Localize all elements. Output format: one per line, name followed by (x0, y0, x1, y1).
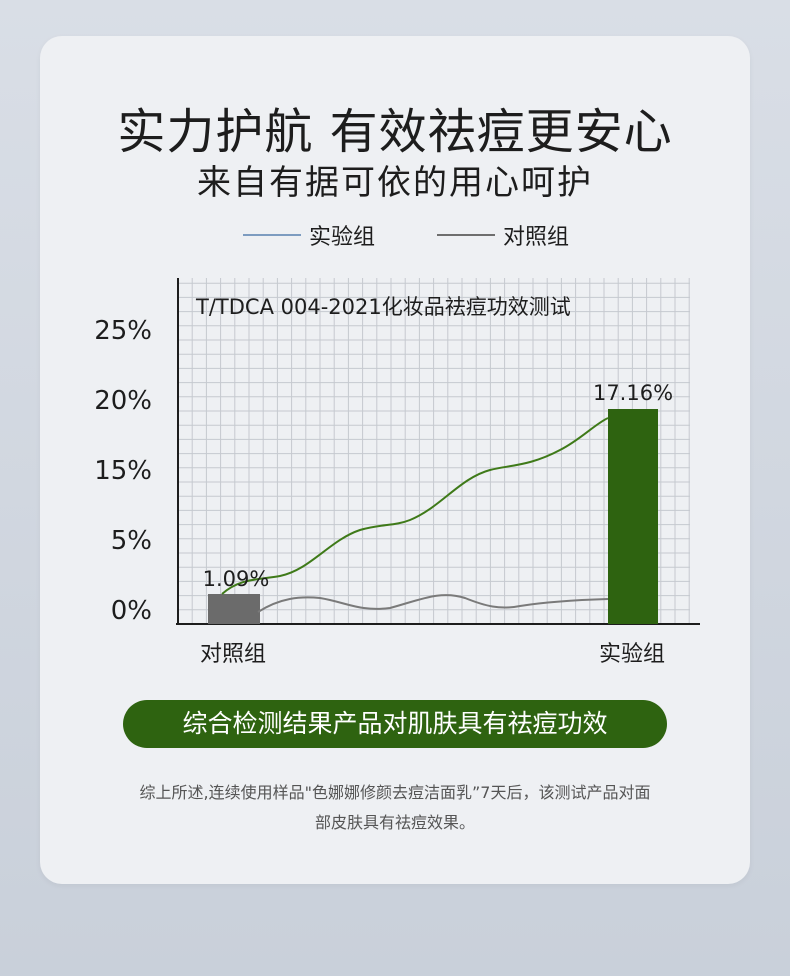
chart-legend: 实验组 对照组 (0, 220, 790, 250)
y-tick-label: 5% (111, 526, 152, 556)
legend-line-control (437, 234, 495, 236)
legend-item-experiment: 实验组 (243, 220, 375, 250)
y-tick-label: 20% (94, 386, 152, 416)
bar-value-label-control: 1.09% (203, 567, 270, 591)
y-tick-label: 15% (94, 456, 152, 486)
legend-label-control: 对照组 (503, 225, 570, 250)
page-title: 实力护航 有效祛痘更安心 (117, 104, 673, 160)
bar-value-label-experiment: 17.16% (593, 381, 673, 405)
bar-experiment (608, 409, 658, 624)
control-trend-curve (257, 594, 609, 613)
x-category-label-control: 对照组 (200, 642, 266, 667)
summary-note-line-2: 部皮肤具有祛痘效果。 (314, 813, 475, 832)
summary-note: 综上所述,连续使用样品"色娜娜修颜去痘洁面乳”7天后，该测试产品对面 部皮肤具有… (80, 778, 710, 838)
page-subtitle: 来自有据可依的用心呵护 (197, 163, 593, 203)
legend-item-control: 对照组 (437, 220, 569, 250)
legend-line-experiment (243, 234, 301, 236)
y-tick-label: 0% (111, 596, 152, 626)
x-category-label-experiment: 实验组 (599, 642, 665, 667)
bar-control (208, 594, 260, 624)
experiment-trend-curve (221, 417, 609, 595)
chart-inner-title: T/TDCA 004-2021化妆品祛痘功效测试 (195, 295, 571, 319)
y-tick-label: 25% (94, 316, 152, 346)
summary-note-line-1: 综上所述,连续使用样品"色娜娜修颜去痘洁面乳”7天后，该测试产品对面 (139, 783, 651, 802)
conclusion-banner: 综合检测结果产品对肌肤具有祛痘功效 (123, 700, 667, 748)
legend-label-experiment: 实验组 (309, 225, 376, 250)
